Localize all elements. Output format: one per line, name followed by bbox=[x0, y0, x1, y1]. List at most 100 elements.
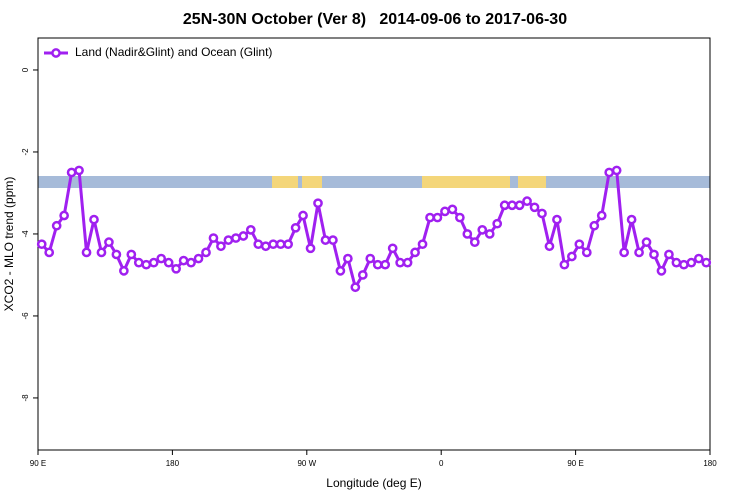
point bbox=[313, 198, 323, 209]
point bbox=[664, 249, 674, 260]
land-band bbox=[272, 176, 298, 188]
point bbox=[455, 212, 465, 223]
point bbox=[59, 210, 69, 221]
point bbox=[193, 253, 204, 264]
point bbox=[462, 229, 473, 239]
point bbox=[275, 239, 286, 250]
point bbox=[619, 247, 629, 258]
point bbox=[372, 259, 383, 270]
point bbox=[141, 259, 152, 270]
point bbox=[156, 253, 167, 264]
y-tick-label: -6 bbox=[21, 312, 30, 320]
point bbox=[469, 237, 480, 248]
x-tick-label: 180 bbox=[166, 459, 180, 468]
point bbox=[402, 257, 413, 268]
point bbox=[36, 239, 47, 250]
point bbox=[581, 247, 592, 258]
point bbox=[679, 259, 689, 270]
point bbox=[268, 239, 279, 250]
point bbox=[320, 235, 331, 245]
point bbox=[328, 235, 338, 245]
point bbox=[104, 237, 114, 248]
point bbox=[66, 167, 77, 178]
point bbox=[178, 255, 189, 266]
point bbox=[89, 214, 99, 225]
point bbox=[656, 266, 667, 276]
point bbox=[514, 200, 525, 211]
point bbox=[216, 241, 226, 252]
point bbox=[119, 266, 129, 276]
point bbox=[634, 247, 644, 258]
point bbox=[387, 243, 398, 254]
point bbox=[350, 282, 361, 293]
point bbox=[96, 247, 107, 258]
point bbox=[290, 222, 301, 233]
x-tick-label: 90 E bbox=[567, 459, 583, 468]
point bbox=[425, 212, 435, 223]
point bbox=[417, 239, 428, 250]
point bbox=[626, 214, 637, 225]
land-band bbox=[422, 176, 510, 188]
point bbox=[701, 257, 712, 268]
plot-frame bbox=[37, 37, 711, 451]
point bbox=[596, 210, 607, 221]
point bbox=[253, 239, 264, 250]
point bbox=[410, 247, 420, 258]
point bbox=[499, 200, 510, 211]
y-axis-label: XCO2 - MLO trend (ppm) bbox=[2, 177, 16, 312]
point bbox=[544, 241, 555, 252]
point bbox=[537, 208, 547, 219]
point bbox=[111, 249, 122, 260]
point bbox=[484, 229, 495, 239]
point bbox=[552, 214, 562, 225]
x-tick-label: 90 W bbox=[297, 459, 316, 468]
point bbox=[223, 235, 234, 245]
point bbox=[238, 231, 249, 241]
point bbox=[641, 237, 652, 248]
point bbox=[380, 259, 391, 270]
point bbox=[208, 233, 219, 243]
point bbox=[357, 270, 368, 280]
point bbox=[231, 233, 241, 243]
point bbox=[492, 218, 503, 229]
legend-label: Land (Nadir&Glint) and Ocean (Glint) bbox=[75, 45, 272, 59]
legend-marker bbox=[51, 48, 61, 58]
point bbox=[447, 204, 458, 215]
point bbox=[365, 253, 376, 264]
chart-title: 25N-30N October (Ver 8) 2014-09-06 to 20… bbox=[183, 11, 567, 28]
point bbox=[522, 196, 532, 207]
point bbox=[163, 257, 174, 268]
point bbox=[611, 165, 622, 176]
point bbox=[283, 239, 293, 250]
point bbox=[171, 263, 181, 274]
point bbox=[201, 247, 211, 258]
point bbox=[305, 243, 316, 254]
point bbox=[335, 266, 346, 276]
point bbox=[693, 253, 704, 264]
x-tick-label: 180 bbox=[703, 459, 717, 468]
point bbox=[477, 225, 488, 235]
point bbox=[260, 241, 271, 252]
point bbox=[395, 257, 405, 268]
point bbox=[686, 257, 697, 268]
point bbox=[507, 200, 517, 211]
point bbox=[649, 249, 659, 260]
x-tick-label: 0 bbox=[439, 459, 444, 468]
point bbox=[343, 253, 353, 264]
land-band bbox=[302, 176, 322, 188]
x-tick-label: 90 E bbox=[30, 459, 46, 468]
point bbox=[44, 247, 55, 258]
land-ocean-strip bbox=[38, 176, 710, 188]
y-tick-label: 0 bbox=[21, 67, 30, 72]
x-axis-label: Longitude (deg E) bbox=[326, 476, 421, 490]
point bbox=[604, 167, 615, 178]
point bbox=[440, 206, 450, 217]
point bbox=[559, 259, 570, 270]
point bbox=[81, 247, 92, 258]
y-tick-label: -4 bbox=[21, 230, 30, 238]
point bbox=[432, 212, 443, 223]
point bbox=[245, 225, 256, 235]
point bbox=[74, 165, 84, 176]
point bbox=[529, 202, 540, 213]
